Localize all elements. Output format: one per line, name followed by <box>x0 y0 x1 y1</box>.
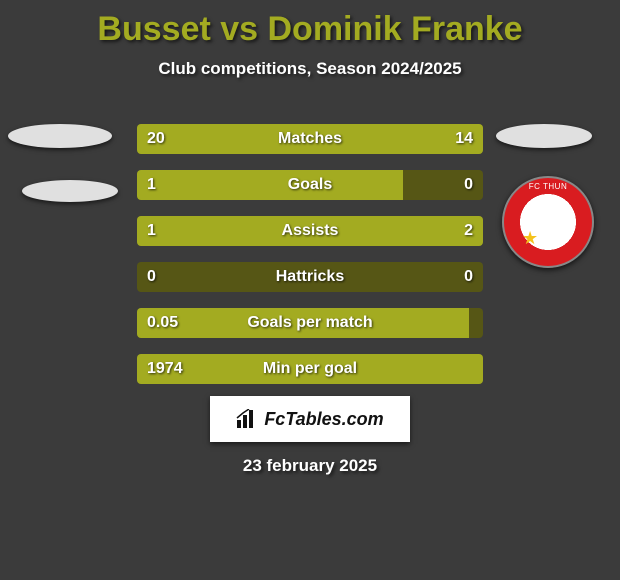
club-crest-right: FC THUN ★ <box>502 176 594 268</box>
stat-label: Goals <box>137 170 483 200</box>
stat-label: Matches <box>137 124 483 154</box>
brand-text: FcTables.com <box>264 409 383 430</box>
stat-label: Goals per match <box>137 308 483 338</box>
stat-row: 0.05Goals per match <box>137 308 483 338</box>
bars-icon <box>236 409 258 429</box>
stat-row: 10Goals <box>137 170 483 200</box>
stat-label: Min per goal <box>137 354 483 384</box>
p2-ellipse-1 <box>496 124 592 148</box>
comparison-infographic: Busset vs Dominik Franke Club competitio… <box>0 0 620 580</box>
stat-bars: 2014Matches 10Goals 12Assists 00Hattricks 0.… <box>137 124 483 400</box>
p1-ellipse-1 <box>8 124 112 148</box>
star-icon: ★ <box>522 228 538 249</box>
brand-badge: FcTables.com <box>210 396 410 442</box>
p1-ellipse-2 <box>22 180 118 202</box>
crest-text: FC THUN <box>504 182 592 191</box>
stat-label: Assists <box>137 216 483 246</box>
stat-row: 1974Min per goal <box>137 354 483 384</box>
stat-row: 00Hattricks <box>137 262 483 292</box>
page-subtitle: Club competitions, Season 2024/2025 <box>0 59 620 79</box>
page-title: Busset vs Dominik Franke <box>0 0 620 49</box>
stat-row: 2014Matches <box>137 124 483 154</box>
footer-date: 23 february 2025 <box>0 456 620 476</box>
stat-label: Hattricks <box>137 262 483 292</box>
stat-row: 12Assists <box>137 216 483 246</box>
